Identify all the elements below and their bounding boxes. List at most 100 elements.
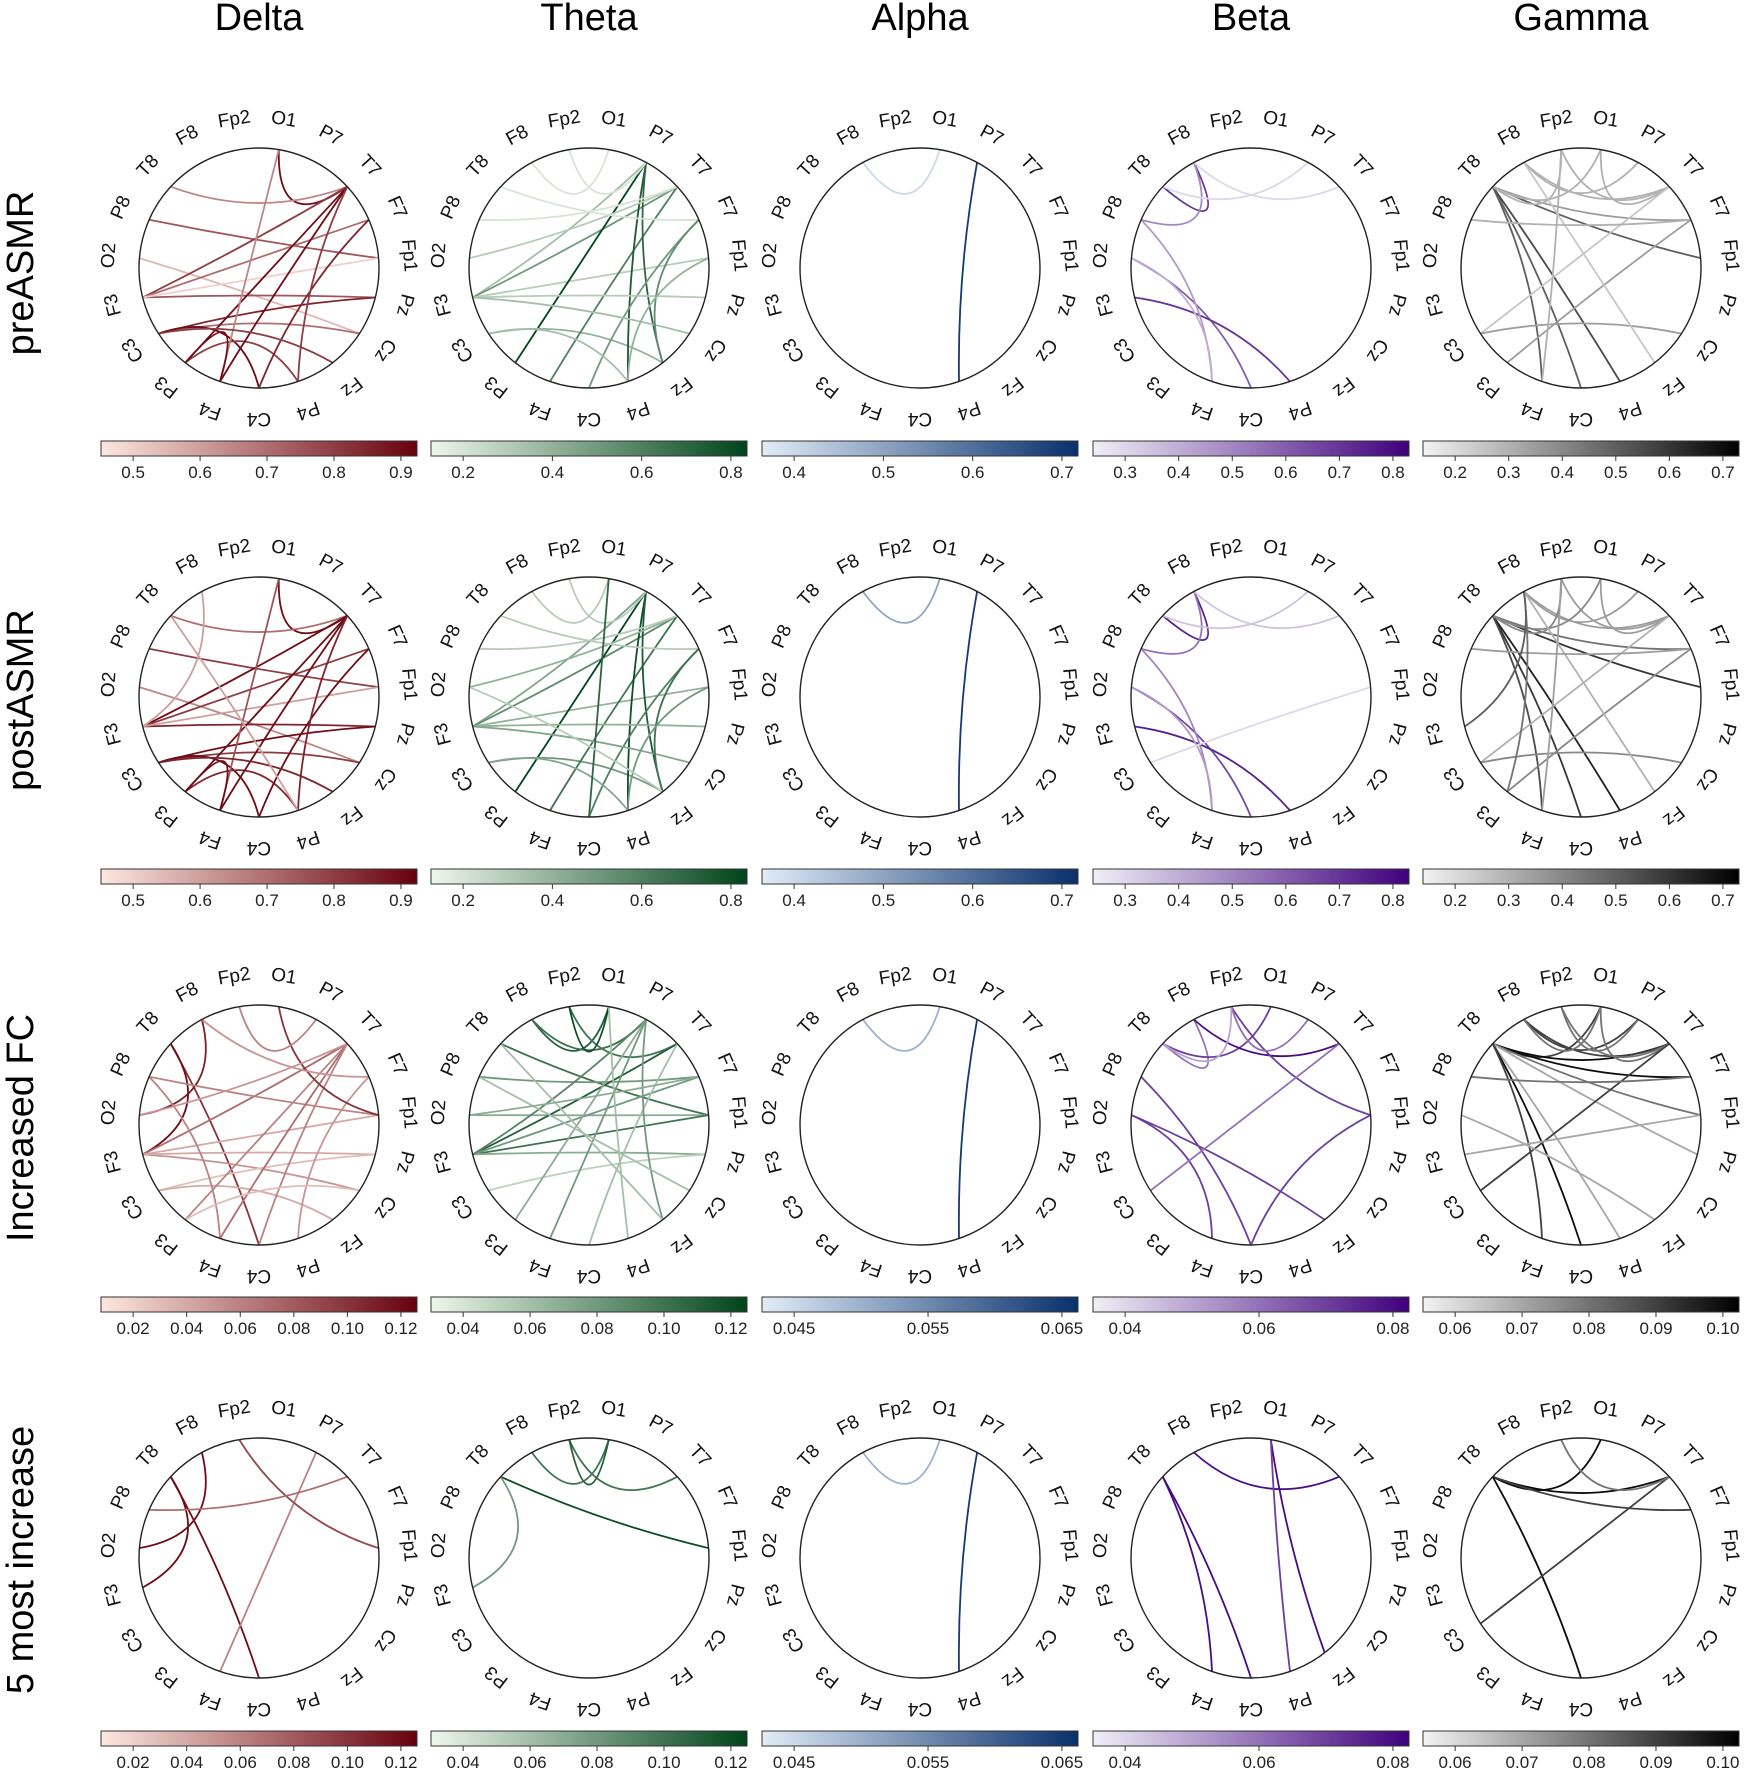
colorbar-tick-label: 0.055 <box>907 1319 950 1338</box>
colorbar-tick-label: 0.6 <box>1658 463 1682 482</box>
connection-f3-t7 <box>472 1042 678 1156</box>
electrode-label-p8: P8 <box>1099 1050 1128 1080</box>
connection-o2-c4 <box>1130 257 1252 389</box>
electrode-label-pz: Pz <box>1053 721 1079 748</box>
connection-p8-c4 <box>1140 1076 1252 1246</box>
electrode-label-c3: C3 <box>1110 334 1141 366</box>
electrode-label-p4: P4 <box>954 826 983 854</box>
connection-f3-f7 <box>142 647 370 728</box>
connection-t8-p7 <box>1162 161 1309 201</box>
electrode-label-f3: F3 <box>1092 1149 1118 1176</box>
connection-o2-f4 <box>1131 686 1213 811</box>
connection-p4-fp1 <box>627 686 709 811</box>
connection-f8-t7 <box>1193 1451 1340 1491</box>
connection-t8-c4 <box>169 1043 260 1246</box>
head-circle <box>138 1437 380 1679</box>
connection-c4-o1 <box>588 578 610 818</box>
connection-f4-p3 <box>184 760 229 811</box>
electrode-label-o1: O1 <box>1262 1397 1290 1422</box>
colorbar-tick-label: 0.04 <box>1109 1753 1142 1772</box>
electrode-label-o1: O1 <box>600 536 628 561</box>
colorbar-tick-label: 0.12 <box>714 1319 747 1338</box>
colorbar-tick-label: 0.045 <box>773 1319 816 1338</box>
electrode-label-p7: P7 <box>1637 550 1667 580</box>
electrode-label-fp2: Fp2 <box>216 535 252 561</box>
head-circle <box>468 147 710 389</box>
electrode-label-f8: F8 <box>1495 978 1525 1007</box>
colorbar-alpha <box>761 440 1079 457</box>
connection-c3-fz <box>158 327 334 364</box>
colorbar-tick-label: 0.10 <box>647 1319 680 1338</box>
electrode-label-c4: C4 <box>907 837 932 858</box>
colorbar-tick-label: 0.4 <box>782 463 806 482</box>
electrode-label-f8: F8 <box>173 978 203 1007</box>
colorbar-tick-label: 0.2 <box>1443 891 1467 910</box>
colorbar-beta <box>1092 440 1410 457</box>
connection-f8-fz <box>1523 591 1656 793</box>
electrode-label-f7: F7 <box>1044 1483 1072 1512</box>
electrode-label-p4: P4 <box>1615 1254 1644 1282</box>
connection-o1-t7 <box>1599 1006 1670 1063</box>
electrode-label-cz: Cz <box>1031 764 1061 795</box>
electrode-label-pz: Pz <box>722 292 748 319</box>
electrode-label-f7: F7 <box>1375 1050 1403 1079</box>
electrode-label-t7: T7 <box>685 1008 715 1039</box>
electrode-label-f3: F3 <box>100 1582 126 1609</box>
connection-f8-t7 <box>1523 590 1670 630</box>
connection-t8-f7 <box>500 614 699 651</box>
electrode-label-f4: F4 <box>526 1254 554 1281</box>
electrode-label-pz: Pz <box>1714 292 1740 319</box>
head-circle <box>799 147 1041 389</box>
electrode-label-o1: O1 <box>1592 964 1620 989</box>
connection-o2-f8 <box>139 1452 207 1549</box>
connection-p4-t7 <box>297 186 349 382</box>
connection-f4-p3 <box>184 331 229 382</box>
electrode-label-fp1: Fp1 <box>727 238 751 272</box>
colorbar-tick-label: 0.5 <box>121 891 145 910</box>
colorbar-tick-label: 0.5 <box>1604 891 1628 910</box>
connection-p8-f7 <box>1471 218 1691 227</box>
electrode-label-f8: F8 <box>173 550 203 579</box>
colorbar-tick-label: 0.8 <box>322 891 346 910</box>
electrode-label-f3: F3 <box>1422 1149 1448 1176</box>
connection-c4-f7 <box>258 219 370 389</box>
connection-p3-p7 <box>514 1019 647 1221</box>
electrode-label-p3: P3 <box>481 371 512 402</box>
electrode-label-o2: O2 <box>1420 1099 1443 1126</box>
connection-c3-t7 <box>1149 1042 1340 1192</box>
electrode-label-p4: P4 <box>1615 1687 1644 1715</box>
colorbar-tick-label: 0.8 <box>1381 463 1405 482</box>
electrode-label-fp1: Fp1 <box>1719 1528 1743 1562</box>
connection-p3-cz <box>184 1184 360 1221</box>
electrode-label-p8: P8 <box>1099 1483 1128 1513</box>
connection-o2-fz <box>1131 1114 1326 1221</box>
colorbar-gamma <box>1422 1296 1740 1313</box>
electrode-label-o1: O1 <box>270 964 298 989</box>
electrode-label-f4: F4 <box>526 826 554 853</box>
electrode-label-p3: P3 <box>812 1228 843 1259</box>
colorbar-tick-label: 0.09 <box>1639 1753 1672 1772</box>
connection-c3-t7 <box>1479 614 1670 764</box>
electrode-label-c3: C3 <box>448 763 479 795</box>
electrode-label-f3: F3 <box>100 292 126 319</box>
electrode-label-o1: O1 <box>1262 536 1290 561</box>
electrode-label-fp1: Fp1 <box>1058 667 1082 701</box>
connection-f3-fp1 <box>142 1114 379 1156</box>
colorbar-tick-label: 0.08 <box>277 1753 310 1772</box>
connection-f3-p4 <box>1134 296 1291 383</box>
electrode-label-f4: F4 <box>196 1254 224 1281</box>
electrode-label-fp1: Fp1 <box>1719 238 1743 272</box>
colorbar-tick-label: 0.08 <box>580 1319 613 1338</box>
electrode-label-cz: Cz <box>700 1625 730 1656</box>
column-header-gamma: Gamma <box>1513 0 1649 39</box>
electrode-label-t7: T7 <box>1347 1441 1377 1472</box>
electrode-label-fp1: Fp1 <box>1719 667 1743 701</box>
electrode-label-cz: Cz <box>700 335 730 366</box>
electrode-label-fz: Fz <box>998 801 1028 831</box>
electrode-label-p7: P7 <box>1307 550 1337 580</box>
connection-f8-o1 <box>531 1439 610 1485</box>
colorbar-delta <box>100 1296 418 1313</box>
connection-c3-p4 <box>488 328 629 383</box>
